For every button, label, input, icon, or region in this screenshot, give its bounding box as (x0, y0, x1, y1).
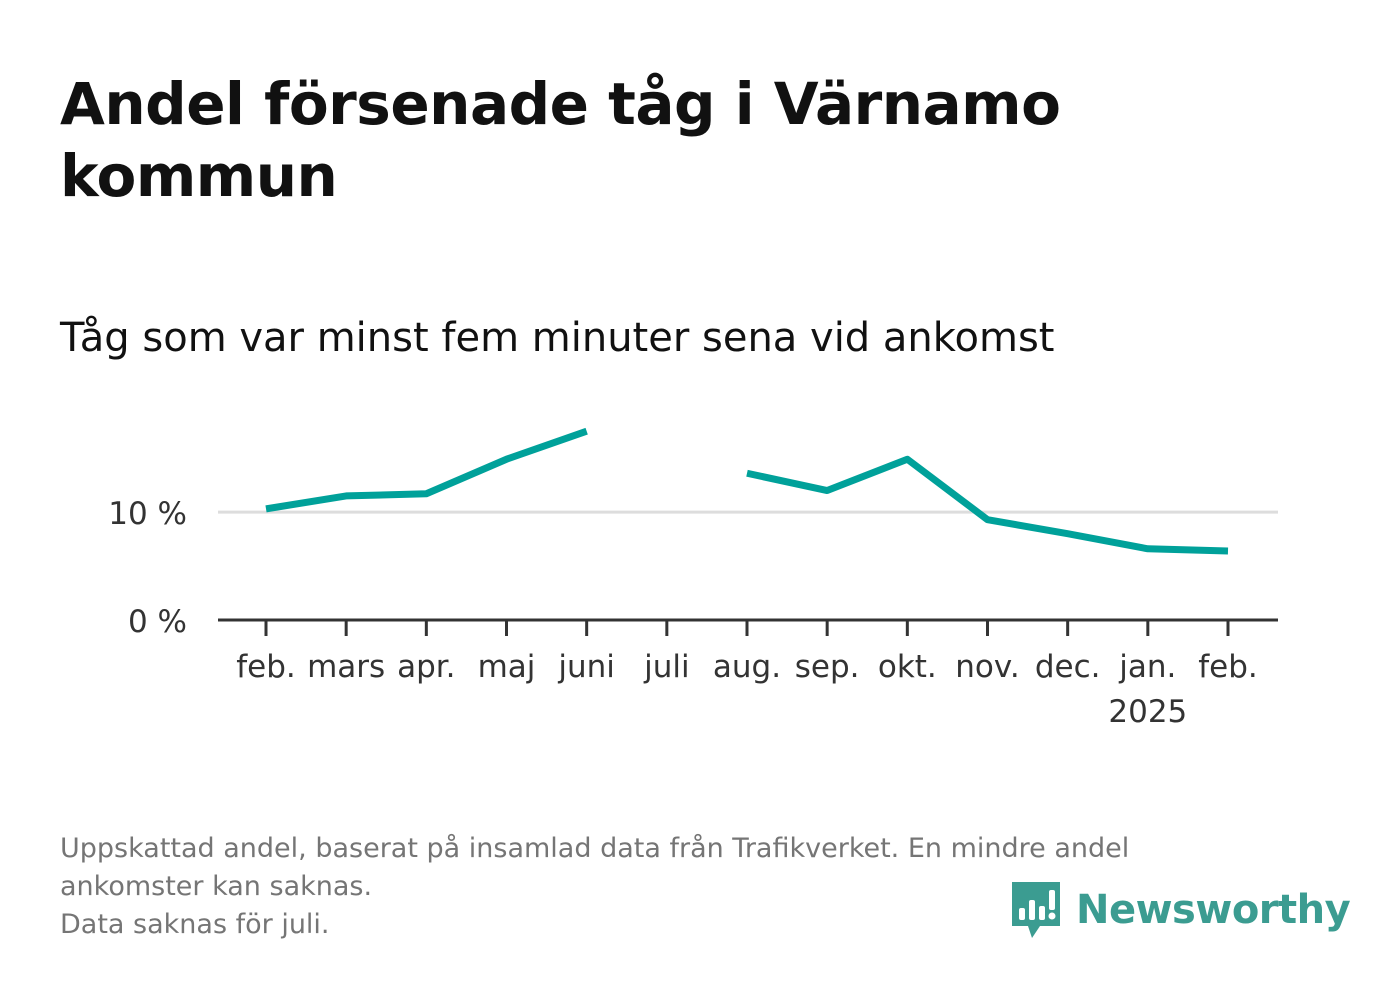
newsworthy-logo-icon (1012, 882, 1060, 938)
brand-name: Newsworthy (1076, 887, 1351, 933)
x-tick-label: feb. (236, 649, 296, 685)
x-tick-label: jan. (1118, 649, 1176, 685)
x-tick-label: okt. (878, 649, 937, 685)
x-tick-label: juli (643, 649, 690, 685)
footnote: Uppskattad andel, baserat på insamlad da… (60, 830, 1320, 944)
x-tick-label: sep. (795, 649, 860, 685)
footnote-line: Uppskattad andel, baserat på insamlad da… (60, 833, 1130, 864)
chart-title: Andel försenade tåg i Värnamo kommun (60, 70, 1061, 210)
series-line (265, 427, 588, 513)
x-tick-label: feb. (1198, 649, 1258, 685)
x-tick-label: apr. (397, 649, 455, 685)
footnote-line: Data saknas för juli. (60, 909, 330, 940)
x-year-label: 2025 (1108, 694, 1187, 730)
series (265, 427, 1229, 555)
y-tick-label: 10 % (108, 496, 187, 532)
x-tick-label: juni (557, 649, 615, 685)
chart-subtitle: Tåg som var minst fem minuter sena vid a… (60, 315, 1055, 361)
x-tick-label: dec. (1035, 649, 1101, 685)
footnote-line: ankomster kan saknas. (60, 871, 373, 902)
y-tick-label: 0 % (128, 604, 187, 640)
y-axis: 0 % 10 % (108, 496, 187, 640)
x-axis: feb. mars apr. maj juni juli aug. sep. okt. nov. d… (218, 618, 1278, 730)
x-tick-label: mars (307, 649, 385, 685)
x-tick-label: maj (478, 649, 536, 685)
x-tick-label: aug. (713, 649, 781, 685)
x-tick-label: nov. (955, 649, 1019, 685)
series-line (746, 455, 1229, 555)
newsworthy-logo: Newsworthy (1010, 878, 1351, 942)
